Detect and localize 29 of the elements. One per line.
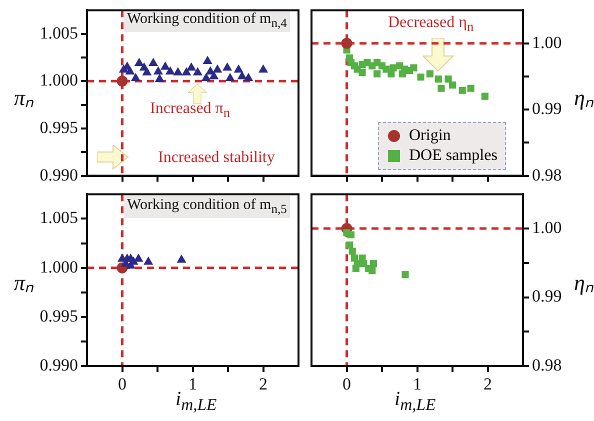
y-tick-label: 0.995 — [40, 118, 78, 137]
y-tick-label: 0.98 — [532, 165, 562, 184]
y-tick-label: 0.99 — [532, 286, 562, 306]
annotation: Increased π$_{n}$ — [150, 100, 230, 122]
y-tick-label: 1.00 — [532, 32, 562, 52]
y-tick-label: 0.98 — [532, 355, 562, 374]
x-tick-label: 2 — [259, 374, 268, 394]
y-tick-label: 0.990 — [40, 165, 78, 184]
annotation: Working condition of m$_{n,4}$ — [124, 10, 290, 32]
x-tick-label: 0 — [118, 374, 126, 394]
annotation: Working condition of m$_{n,5}$ — [124, 196, 290, 218]
y-tick-label: 1.000 — [40, 70, 78, 90]
y-tick-label: 1.000 — [40, 257, 78, 276]
x-tick-label: 0 — [342, 374, 351, 394]
y-tick-label: 0.995 — [40, 306, 78, 326]
y-tick-label: 0.990 — [40, 355, 78, 374]
y-axis-title: πₙ — [14, 84, 34, 111]
annotation: Increased stability — [158, 149, 275, 167]
x-tick-label: 2 — [484, 374, 492, 394]
y-axis-title: ηₙ — [574, 269, 594, 296]
legend-label: DOE samples — [409, 147, 498, 165]
y-tick-label: 1.005 — [40, 208, 78, 228]
annotation: Decreased η$_{n}$ — [388, 14, 474, 36]
y-axis-title: πₙ — [14, 269, 34, 296]
y-axis-title: ηₙ — [574, 84, 594, 111]
y-tick-label: 1.00 — [532, 218, 562, 238]
legend-label: Origin — [409, 127, 451, 145]
y-tick-label: 1.005 — [40, 23, 78, 42]
y-tick-label: 0.99 — [532, 99, 562, 118]
